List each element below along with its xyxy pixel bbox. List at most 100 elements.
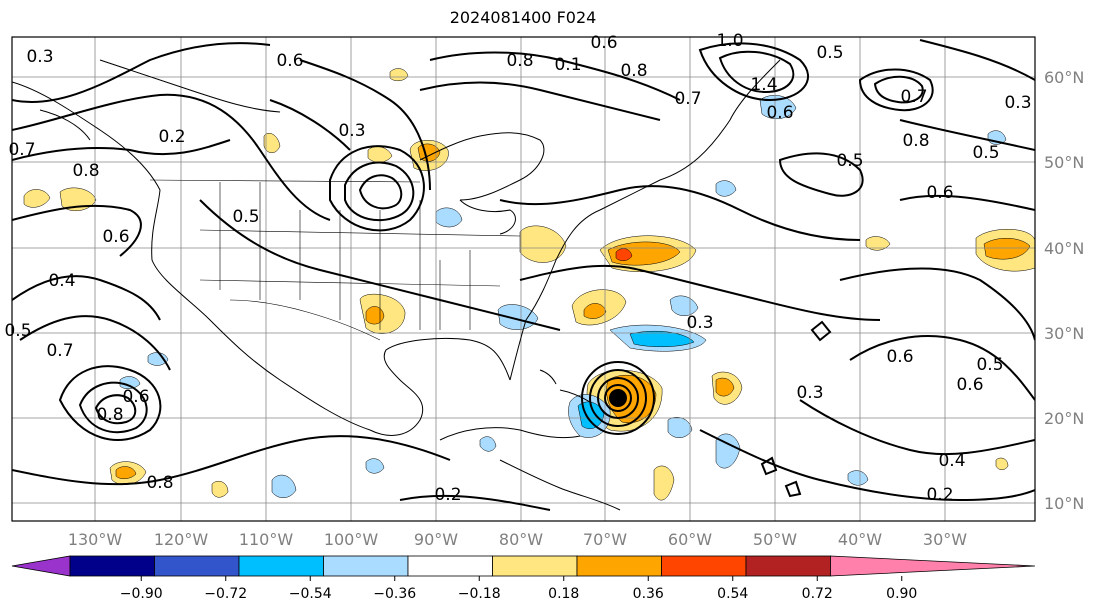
- fill-orange: [583, 303, 607, 319]
- contour-label: 0.6: [590, 33, 617, 53]
- fill-yellow: [865, 236, 891, 251]
- contour-lines: [12, 39, 1035, 511]
- contour-label: 0.6: [102, 227, 129, 247]
- contour-label: 0.6: [926, 183, 953, 203]
- contour-label: 0.3: [26, 47, 53, 67]
- colorbar-segment: [323, 555, 409, 577]
- longitude-label: 30°W: [923, 530, 967, 549]
- fill-blue-light: [497, 304, 539, 330]
- fill-orange: [715, 377, 735, 397]
- colorbar-tick-label: −0.54: [289, 586, 332, 602]
- contour-label: 0.7: [900, 87, 927, 107]
- contour-label: 0.3: [338, 121, 365, 141]
- longitude-label: 80°W: [499, 530, 543, 549]
- colorbar-max-extension: [830, 555, 1036, 577]
- fill-yellow: [211, 481, 229, 498]
- contour-label: 0.8: [620, 61, 647, 81]
- fill-blue-light: [715, 433, 741, 469]
- longitude-labels: 130°W 120°W 110°W 100°W 90°W 80°W 70°W 60°W 50°W…: [68, 530, 967, 549]
- longitude-label: 110°W: [239, 530, 294, 549]
- longitude-label: 40°W: [838, 530, 882, 549]
- colorbar-tick-label: 0.54: [717, 586, 748, 602]
- contour-label: 0.3: [1004, 93, 1031, 113]
- longitude-label: 70°W: [583, 530, 627, 549]
- fill-orange: [115, 466, 137, 479]
- colorbar-tick-label: 0.72: [802, 586, 833, 602]
- fill-yellow: [653, 465, 675, 501]
- fill-blue-light: [119, 376, 141, 389]
- colorbar-tick-label: −0.18: [458, 586, 501, 602]
- fill-yellow: [389, 68, 409, 81]
- contour-label: 0.1: [554, 55, 581, 75]
- longitude-label: 60°W: [668, 530, 712, 549]
- longitude-label: 100°W: [324, 530, 379, 549]
- longitude-label: 120°W: [154, 530, 209, 549]
- colorbar-tick-label: −0.90: [120, 586, 163, 602]
- fill-yellow: [995, 457, 1009, 470]
- fill-blue-light: [147, 352, 169, 366]
- colorbar-segment: [745, 555, 831, 577]
- fill-blue: [629, 330, 695, 347]
- contour-label: 0.5: [836, 151, 863, 171]
- contour-label: 0.2: [926, 485, 953, 505]
- fill-orange: [983, 238, 1031, 260]
- latitude-labels: 60°N 50°N 40°N 30°N 20°N 10°N: [1044, 68, 1084, 513]
- shaded-fields: [23, 68, 1035, 501]
- colorbar-segment: [661, 555, 747, 577]
- contour-label: 0.8: [902, 131, 929, 151]
- colorbar-tick-label: −0.36: [373, 586, 416, 602]
- colorbar-tick-label: 0.18: [548, 586, 579, 602]
- fill-blue-light: [435, 207, 463, 228]
- contour-label: 1.4: [750, 75, 777, 95]
- fill-orange: [365, 306, 385, 325]
- longitude-label: 50°W: [753, 530, 797, 549]
- contour-label: 0.8: [72, 161, 99, 181]
- contour-label: 0.6: [956, 375, 983, 395]
- contour-label: 0.4: [938, 451, 965, 471]
- map-frame: [11, 36, 1036, 522]
- colorbar-segment: [69, 555, 155, 577]
- colorbar-tick-label: −0.72: [204, 586, 247, 602]
- contour-label: 1.0: [716, 31, 743, 51]
- latitude-label: 50°N: [1044, 153, 1084, 172]
- fill-blue-light: [715, 180, 737, 197]
- contour-label: 0.8: [96, 405, 123, 425]
- colorbar-tick-label: 0.90: [886, 586, 917, 602]
- fill-blue-light: [759, 95, 797, 120]
- contour-label: 0.6: [276, 51, 303, 71]
- contour-label: 0.8: [146, 473, 173, 493]
- contour-label: 0.2: [158, 127, 185, 147]
- colorbar-segment: [492, 555, 578, 577]
- longitude-label: 90°W: [414, 530, 458, 549]
- contour-label: 0.5: [976, 355, 1003, 375]
- contour-label: 0.5: [816, 43, 843, 63]
- contour-label: 0.2: [434, 485, 461, 505]
- colorbar-segment: [154, 555, 240, 577]
- latitude-label: 10°N: [1044, 494, 1084, 513]
- fill-blue-light: [365, 458, 385, 474]
- fill-yellow: [59, 187, 97, 212]
- contour-label: 0.8: [506, 51, 533, 71]
- contour-label: 0.4: [48, 271, 75, 291]
- latitude-label: 20°N: [1044, 409, 1084, 428]
- fill-blue-light: [847, 470, 869, 486]
- contour-label: 0.7: [8, 140, 35, 160]
- fill-blue-light: [479, 436, 497, 452]
- contour-label: 0.7: [674, 89, 701, 109]
- contour-label: 0.5: [972, 143, 999, 163]
- fill-blue-light: [667, 417, 693, 438]
- contour-label: 0.3: [686, 313, 713, 333]
- latitude-label: 30°N: [1044, 324, 1084, 343]
- colorbar-segment: [576, 555, 662, 577]
- fill-blue-light: [669, 295, 699, 316]
- contour-label: 0.5: [4, 321, 31, 341]
- fill-red: [615, 248, 633, 261]
- cyclone-center-marker: [609, 389, 627, 407]
- contour-label: 0.6: [122, 387, 149, 407]
- contour-label: 0.6: [886, 347, 913, 367]
- contour-label: 0.5: [232, 207, 259, 227]
- longitude-label: 130°W: [68, 530, 123, 549]
- graticule: [12, 37, 1035, 521]
- contour-labels: 0.30.70.80.20.60.40.50.70.80.60.80.60.50…: [4, 31, 1031, 505]
